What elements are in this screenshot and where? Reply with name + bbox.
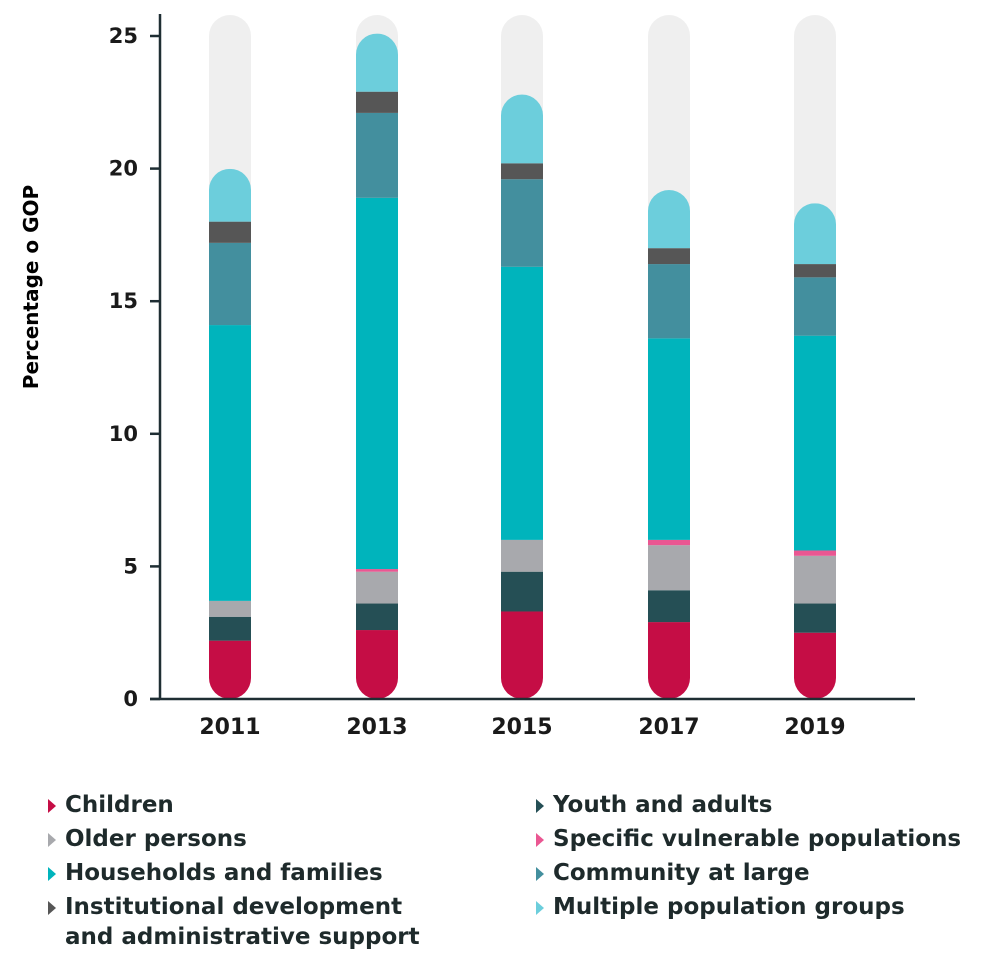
x-tick-label-2013: 2013 [346,715,407,740]
legend: Children Youth and adults Older persons Spe… [0,790,1008,969]
bar-segment-2017-3 [648,539,690,546]
y-tick-label-25: 25 [109,24,138,48]
y-tick-label-5: 5 [123,554,138,578]
legend-item: Community at large [536,858,810,888]
bar-segment-2017-2 [648,545,690,591]
bar-segment-2013-1 [356,603,398,631]
x-axis-labels: 2011 2013 2015 2017 2019 [199,715,845,740]
bar-segment-2017-0 [648,622,690,699]
legend-marker-icon [536,833,544,847]
bar-segment-2019-1 [794,603,836,633]
bar-segment-2019-0 [794,632,836,699]
legend-label: Children [65,792,174,818]
bar-segment-2015-1 [501,571,543,612]
bar-segment-2011-5 [209,242,251,326]
bar-segment-2017-5 [648,264,690,339]
x-tick-label-2011: 2011 [199,715,260,740]
legend-label: Multiple population groups [553,894,905,920]
bar-segment-2013-7 [356,33,398,92]
legend-label: Specific vulnerable populations [553,826,962,852]
bar-stack-2019 [794,203,836,699]
bar-segment-2015-0 [501,611,543,699]
legend-marker-icon [536,901,544,915]
bar-segment-2011-6 [209,221,251,243]
bar-segment-2019-6 [794,264,836,278]
y-tick-label-20: 20 [109,157,138,181]
legend-marker-icon [48,867,56,881]
bar-segment-2013-0 [356,630,398,699]
legend-item: Multiple population groups [536,892,905,922]
bar-stack-2017 [648,190,690,699]
bar-segment-2019-5 [794,277,836,336]
bar-stack-2013 [356,33,398,699]
x-tick-label-2015: 2015 [491,715,552,740]
legend-item: Older persons [48,824,247,854]
bar-segment-2019-7 [794,203,836,265]
bar-segment-2011-2 [209,600,251,617]
legend-marker-icon [536,799,544,813]
bar-segment-2015-2 [501,539,543,572]
legend-item: Specific vulnerable populations [536,824,961,854]
legend-label: Households and families [65,860,383,886]
y-tick-label-10: 10 [109,422,138,446]
bar-segment-2011-0 [209,640,251,699]
legend-label: Youth and adults [553,792,773,818]
bar-segment-2011-1 [209,616,251,641]
y-tick-label-0: 0 [123,687,138,711]
y-axis-title: Percentage o GOP [19,185,43,389]
legend-item: Institutional development and administra… [48,892,420,952]
bar-segment-2019-4 [794,335,836,551]
bar-segment-2013-6 [356,91,398,113]
bar-segment-2015-6 [501,163,543,180]
bar-segment-2015-5 [501,179,543,267]
bar-segment-2011-4 [209,325,251,601]
bar-segment-2015-4 [501,266,543,540]
y-axis-ticks: 0 5 10 15 20 25 [109,24,160,711]
legend-item: Youth and adults [536,790,772,820]
x-tick-label-2017: 2017 [638,715,699,740]
legend-label: Older persons [65,826,247,852]
bar-segment-2017-6 [648,248,690,265]
stacked-bar-chart: 0 5 10 15 20 25 2011 2013 2015 2017 2019 Percenta… [19,14,915,740]
legend-item: Children [48,790,174,820]
bar-segment-2013-3 [356,569,398,572]
y-tick-label-15: 15 [109,289,138,313]
bar-segment-2011-7 [209,168,251,222]
bar-segment-2013-5 [356,112,398,198]
bar-segment-2017-1 [648,590,690,623]
bar-segment-2019-3 [794,550,836,556]
bar-stack-2015 [501,94,543,699]
bar-segment-2019-2 [794,555,836,604]
legend-label: Institutional development and administra… [65,894,420,950]
bar-stack-2011 [209,168,251,699]
legend-item: Households and families [48,858,383,888]
bar-segment-2015-7 [501,94,543,164]
legend-marker-icon [48,799,56,813]
bar-segment-2017-7 [648,190,690,249]
legend-marker-icon [48,833,56,847]
bar-segment-2013-2 [356,571,398,604]
x-tick-label-2019: 2019 [784,715,845,740]
legend-label: Community at large [553,860,810,886]
legend-marker-icon [536,867,544,881]
legend-marker-icon [48,901,56,915]
bar-segments [209,33,836,699]
bar-segment-2013-4 [356,197,398,570]
bar-segment-2017-4 [648,338,690,540]
